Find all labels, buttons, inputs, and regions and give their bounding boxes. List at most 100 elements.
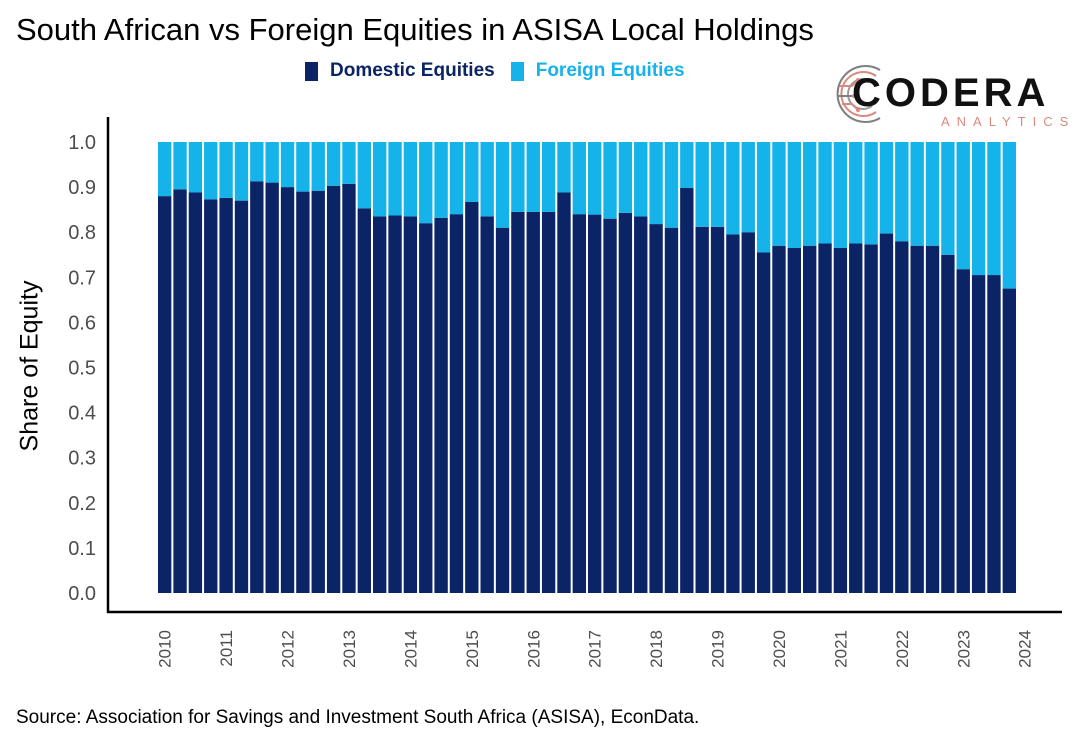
bar-domestic: [941, 254, 955, 593]
bar-domestic: [204, 199, 218, 593]
bar-domestic: [188, 192, 203, 593]
bars-group: [158, 142, 1016, 594]
bar-foreign: [833, 142, 848, 248]
bar-domestic: [250, 181, 264, 594]
bar-foreign: [419, 142, 433, 224]
y-tick-label: 0.3: [68, 448, 96, 470]
bar-foreign: [158, 142, 172, 197]
bar-foreign: [480, 142, 494, 217]
codera-logo-mark-icon: [836, 65, 881, 123]
x-tick-label: 2024: [1016, 630, 1035, 668]
bar-foreign: [449, 142, 464, 215]
bar-domestic: [511, 211, 525, 593]
bar-foreign: [971, 142, 986, 276]
bar-domestic: [311, 190, 325, 593]
bar-domestic: [971, 275, 986, 593]
bar-foreign: [726, 142, 740, 235]
bar-foreign: [756, 142, 771, 253]
y-tick-label: 0.0: [68, 583, 96, 605]
bar-foreign: [910, 142, 924, 246]
x-tick-label: 2016: [524, 630, 543, 668]
bar-domestic: [741, 232, 755, 593]
bar-foreign: [234, 142, 249, 201]
bar-foreign: [618, 142, 633, 213]
bar-foreign: [465, 142, 479, 202]
bar-domestic: [158, 196, 172, 593]
bar-domestic: [265, 182, 279, 593]
x-tick-label: 2023: [954, 630, 973, 668]
bar-foreign: [296, 142, 310, 192]
x-tick-label: 2013: [340, 630, 359, 668]
bar-domestic: [618, 212, 633, 593]
bar-domestic: [603, 218, 617, 594]
bar-domestic: [342, 183, 356, 593]
bar-domestic: [296, 191, 310, 594]
bar-domestic: [710, 226, 725, 594]
bar-domestic: [895, 241, 909, 593]
legend-swatch-domestic: [305, 61, 318, 81]
bar-foreign: [603, 142, 617, 219]
bar-foreign: [588, 142, 602, 215]
source-note: Source: Association for Savings and Inve…: [16, 707, 700, 728]
bar-foreign: [250, 142, 264, 182]
chart-title: South African vs Foreign Equities in ASI…: [16, 12, 814, 47]
bar-foreign: [649, 142, 663, 225]
bar-foreign: [557, 142, 571, 193]
bar-foreign: [541, 142, 556, 212]
bar-domestic: [634, 216, 648, 594]
logo-subtitle: ANALYTICS: [941, 114, 1076, 129]
legend-item-foreign: Foreign Equities: [510, 60, 685, 82]
bar-foreign: [680, 142, 694, 188]
x-tick-label: 2022: [893, 630, 912, 668]
bar-foreign: [787, 142, 801, 248]
x-tick-label: 2021: [831, 630, 850, 668]
bar-foreign: [956, 142, 970, 270]
bar-foreign: [173, 142, 187, 190]
bar-foreign: [664, 142, 679, 228]
bar-foreign: [326, 142, 341, 186]
x-tick-label: 2018: [647, 630, 666, 668]
bar-domestic: [910, 245, 924, 594]
bar-foreign: [311, 142, 325, 191]
y-tick-label: 0.9: [68, 177, 96, 199]
bar-domestic: [173, 189, 187, 594]
bar-domestic: [234, 200, 249, 593]
bar-foreign: [388, 142, 402, 216]
codera-logo: CODERA ANALYTICS: [828, 54, 1068, 138]
bar-domestic: [480, 216, 494, 594]
bar-foreign: [511, 142, 525, 212]
x-ticks-group: 2010 2011 2012 2013 2014 2015 2016 2017 2018 2019…: [156, 630, 1035, 668]
y-tick-label: 0.6: [68, 312, 96, 334]
bar-domestic: [495, 227, 510, 593]
bar-foreign: [849, 142, 863, 244]
bar-domestic: [219, 197, 233, 594]
bar-domestic: [664, 227, 679, 593]
bar-domestic: [864, 244, 878, 593]
bar-foreign: [495, 142, 510, 228]
legend-label-foreign: Foreign Equities: [535, 60, 685, 81]
bar-domestic: [680, 188, 694, 593]
bar-foreign: [572, 142, 586, 215]
bar-domestic: [449, 214, 464, 593]
bar-foreign: [895, 142, 909, 242]
bar-domestic: [726, 234, 740, 593]
bar-domestic: [434, 217, 448, 593]
chart-legend: Domestic Equities Foreign Equities: [305, 58, 701, 84]
bar-foreign: [772, 142, 786, 246]
logo-wordmark: CODERA: [852, 71, 1050, 115]
bar-foreign: [803, 142, 817, 246]
bar-domestic: [419, 223, 433, 593]
bar-domestic: [465, 201, 479, 594]
bar-foreign: [265, 142, 279, 183]
bar-domestic: [280, 187, 295, 593]
bar-foreign: [280, 142, 295, 188]
legend-swatch-foreign: [510, 61, 524, 81]
y-tick-label: 0.7: [68, 267, 96, 289]
y-tick-label: 0.1: [68, 538, 96, 560]
bar-foreign: [818, 142, 832, 244]
x-tick-label: 2020: [770, 630, 789, 668]
bar-foreign: [741, 142, 755, 233]
bar-domestic: [373, 216, 387, 594]
bar-foreign: [925, 142, 940, 246]
bar-domestic: [925, 245, 940, 594]
